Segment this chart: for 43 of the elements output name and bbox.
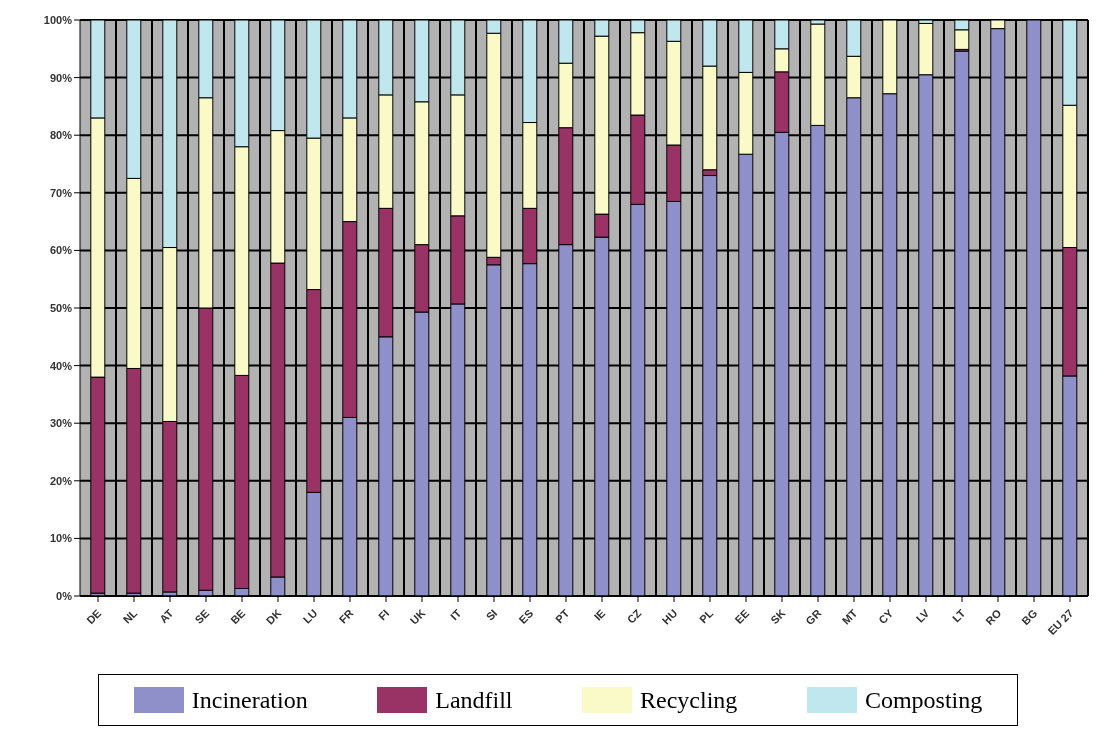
x-tick-label: DK	[263, 606, 284, 627]
x-tick-label: FI	[376, 606, 392, 623]
x-tick-label: EE	[732, 606, 752, 626]
x-tick-label: UK	[407, 606, 428, 627]
x-tick-label: LT	[950, 606, 968, 625]
x-tick-label: BG	[1019, 606, 1040, 628]
x-tick-label: HU	[659, 606, 680, 627]
x-tick-label: ES	[516, 606, 536, 626]
x-tick-label: CZ	[624, 606, 644, 626]
x-tick-label: PT	[552, 606, 572, 626]
x-tick-label: SI	[483, 606, 500, 623]
y-tick-label: 90%	[49, 71, 73, 84]
x-tick-label: MT	[839, 606, 860, 627]
y-tick-label: 40%	[49, 359, 73, 372]
x-tick-label: AT	[157, 606, 176, 626]
x-tick-label: LU	[300, 606, 320, 626]
x-tick-label: IE	[591, 606, 608, 623]
y-tick-label: 50%	[49, 301, 73, 314]
legend-label: Composting	[864, 686, 983, 714]
x-tick-label: SE	[192, 606, 212, 626]
x-tick-label: FR	[336, 606, 356, 626]
x-tick-label: BE	[228, 606, 248, 627]
y-tick-label: 80%	[49, 129, 73, 142]
x-tick-label: DE	[84, 606, 104, 627]
x-tick-label: PL	[696, 606, 716, 626]
x-tick-label: GR	[803, 606, 824, 628]
x-tick-label: RO	[983, 606, 1004, 628]
y-tick-label: 0%	[56, 589, 73, 602]
y-tick-label: 10%	[49, 532, 73, 545]
y-tick-label: 70%	[49, 186, 73, 199]
y-tick-label: 30%	[49, 417, 73, 430]
legend-label: Landfill	[435, 686, 513, 714]
x-tick-label: LV	[913, 606, 932, 625]
x-tick-label: EU 27	[1045, 606, 1076, 638]
x-tick-label: NL	[120, 606, 140, 626]
x-tick-label: SK	[768, 606, 788, 627]
y-tick-label: 100%	[43, 13, 73, 26]
y-tick-label: 60%	[49, 244, 73, 257]
legend-label: Incineration	[191, 686, 308, 714]
x-tick-label: CY	[876, 606, 896, 627]
legend-label: Recycling	[640, 686, 738, 714]
y-tick-label: 20%	[49, 474, 73, 487]
x-tick-label: IT	[448, 606, 464, 623]
